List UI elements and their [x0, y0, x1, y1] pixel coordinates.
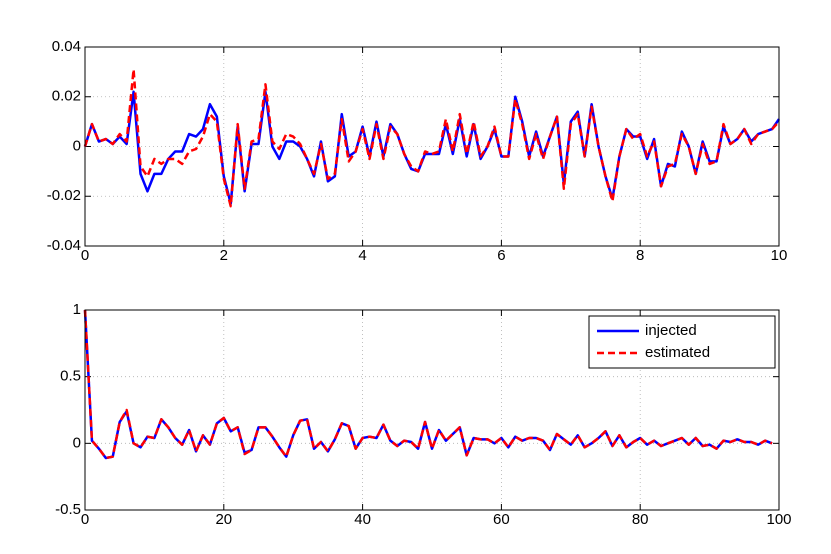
y-tick-label: -0.02 — [47, 187, 81, 204]
y-tick-label: 0 — [73, 137, 81, 154]
x-tick-label: 0 — [81, 511, 89, 528]
y-tick-label: 0.02 — [52, 88, 81, 105]
legend-box — [588, 315, 776, 369]
y-tick-label: 0.04 — [52, 38, 81, 55]
x-tick-label: 10 — [771, 247, 788, 264]
x-tick-label: 60 — [493, 511, 510, 528]
x-tick-label: 0 — [81, 247, 89, 264]
legend-label: estimated — [645, 344, 710, 361]
y-tick-label: 0.5 — [60, 368, 81, 385]
x-tick-label: 80 — [632, 511, 649, 528]
axes-frame — [84, 46, 780, 247]
x-tick-label: 20 — [215, 511, 232, 528]
data-line — [83, 90, 781, 205]
y-tick-label: -0.5 — [55, 501, 81, 518]
axes: 0 2 4 6 8 10 -0.04 -0.02 0 0.02 0.04 — [47, 38, 788, 264]
x-tick-label: 6 — [497, 247, 505, 264]
y-tick-label: 0 — [73, 434, 81, 451]
x-tick-label: 2 — [220, 247, 228, 264]
data-line — [83, 309, 773, 460]
legend-label: injected — [645, 322, 697, 339]
y-tick-label: -0.04 — [47, 237, 81, 254]
axes-frame — [84, 309, 780, 511]
plot-area — [85, 47, 779, 246]
y-tick-label: 1 — [73, 301, 81, 318]
x-tick-label: 40 — [354, 511, 371, 528]
x-tick-label: 100 — [766, 511, 791, 528]
x-tick-label: 8 — [636, 247, 644, 264]
x-tick-label: 4 — [358, 247, 366, 264]
data-line — [83, 68, 780, 208]
